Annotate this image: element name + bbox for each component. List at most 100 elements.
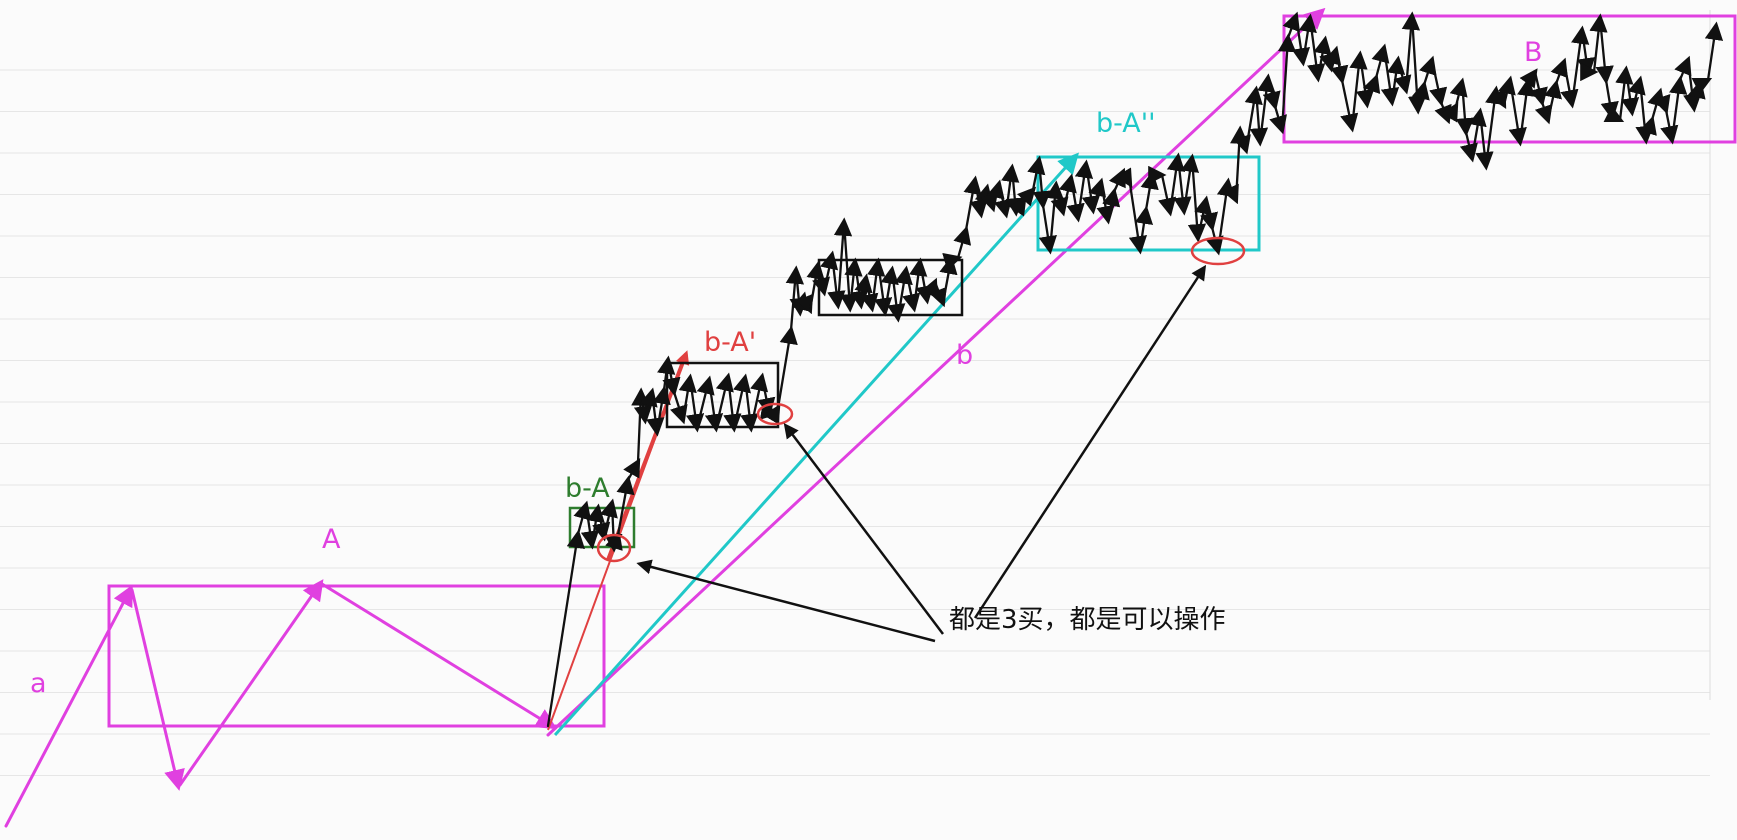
price-stroke <box>1074 159 1094 220</box>
price-stroke <box>1038 203 1057 255</box>
price-stroke <box>894 265 913 320</box>
price-stroke <box>1508 78 1527 147</box>
price-stroke <box>1233 128 1251 155</box>
price-stroke <box>974 183 993 216</box>
price-stroke <box>1652 90 1671 115</box>
price-stroke <box>1529 70 1548 107</box>
price-stroke <box>1371 43 1390 80</box>
price-stroke <box>796 293 814 315</box>
price-stroke <box>1517 77 1536 144</box>
price-stroke <box>1449 77 1468 108</box>
price-stroke <box>573 500 592 536</box>
price-stroke <box>880 265 899 314</box>
price-stroke <box>854 273 873 307</box>
price-stroke <box>1455 80 1475 137</box>
price-stroke <box>678 373 697 422</box>
price-stroke <box>1330 48 1349 85</box>
label-b-A-double-prime: b-A'' <box>1096 108 1156 139</box>
price-stroke <box>1291 14 1311 67</box>
price-stroke <box>1230 125 1249 202</box>
price-stroke <box>1200 198 1218 232</box>
price-stroke <box>986 179 1005 210</box>
price-stroke <box>1600 78 1619 121</box>
price-stroke <box>685 376 705 433</box>
price-stroke <box>1489 88 1507 110</box>
label-b-A: b-A <box>565 473 610 504</box>
price-stroke <box>1221 180 1239 205</box>
label-B: B <box>1524 37 1543 68</box>
price-stroke <box>1307 16 1326 83</box>
third-buy-circle-3 <box>1190 236 1246 266</box>
price-stroke <box>1519 68 1538 89</box>
price-stroke <box>714 372 734 430</box>
price-stroke <box>915 260 934 305</box>
price-stroke <box>1166 152 1186 214</box>
price-stroke <box>867 257 886 310</box>
price-stroke <box>646 390 665 437</box>
price-stroke <box>1386 55 1406 104</box>
price-stroke <box>1140 170 1159 212</box>
price-stroke <box>740 376 759 433</box>
price-stroke <box>1032 158 1051 210</box>
price-stroke <box>1589 13 1608 74</box>
price-stroke <box>1216 177 1236 253</box>
price-stroke <box>1660 108 1679 145</box>
price-stroke <box>1081 162 1101 215</box>
price-stroke <box>980 186 998 213</box>
label-b: b <box>956 340 973 371</box>
price-stroke <box>873 260 893 317</box>
price-stroke <box>623 457 641 482</box>
price-stroke <box>833 217 853 307</box>
price-stroke <box>1016 186 1037 207</box>
price-stroke <box>839 220 859 313</box>
price-stroke <box>1005 166 1024 217</box>
price-stroke <box>993 182 1012 219</box>
price-stroke <box>1340 78 1359 133</box>
price-stroke <box>1158 173 1177 217</box>
price-stroke <box>1262 76 1281 111</box>
price-stroke <box>1277 33 1297 132</box>
price-stroke <box>1627 75 1646 114</box>
price-stroke <box>844 257 863 310</box>
price-stroke <box>1570 25 1590 106</box>
price-stroke <box>1603 105 1625 123</box>
price-zigzag <box>546 11 1724 728</box>
price-stroke <box>929 280 947 308</box>
price-stroke <box>1639 115 1657 142</box>
price-stroke <box>662 358 681 397</box>
price-stroke <box>963 175 982 232</box>
price-stroke <box>1429 58 1448 107</box>
price-stroke <box>791 291 810 314</box>
price-stroke <box>1683 58 1702 113</box>
price-stroke <box>1550 57 1568 86</box>
price-stroke <box>1441 102 1459 123</box>
price-stroke <box>723 375 742 433</box>
price-stroke <box>1475 110 1494 171</box>
price-stroke <box>1687 79 1706 110</box>
price-stroke <box>1269 104 1287 135</box>
price-stroke <box>942 252 963 271</box>
price-stroke <box>1349 50 1368 130</box>
price-stroke <box>860 276 879 313</box>
price-stroke <box>1484 85 1504 168</box>
price-stroke <box>1088 177 1107 212</box>
price-stroke <box>704 378 724 433</box>
label-b-A-prime: b-A' <box>704 327 756 358</box>
magenta-trend-lines <box>4 7 1326 828</box>
price-stroke <box>633 390 653 425</box>
price-stroke <box>1134 205 1154 252</box>
price-stroke <box>1534 100 1553 125</box>
price-stroke <box>1058 173 1077 214</box>
price-stroke <box>1691 77 1713 95</box>
price-stroke <box>953 225 972 260</box>
price-stroke <box>1401 11 1421 92</box>
price-stroke <box>806 260 825 312</box>
price-stroke <box>616 475 635 537</box>
price-stroke <box>1635 78 1654 145</box>
price-stroke <box>652 385 671 434</box>
price-stroke <box>1544 79 1562 122</box>
price-stroke <box>1615 65 1634 122</box>
price-stroke <box>1576 28 1596 77</box>
